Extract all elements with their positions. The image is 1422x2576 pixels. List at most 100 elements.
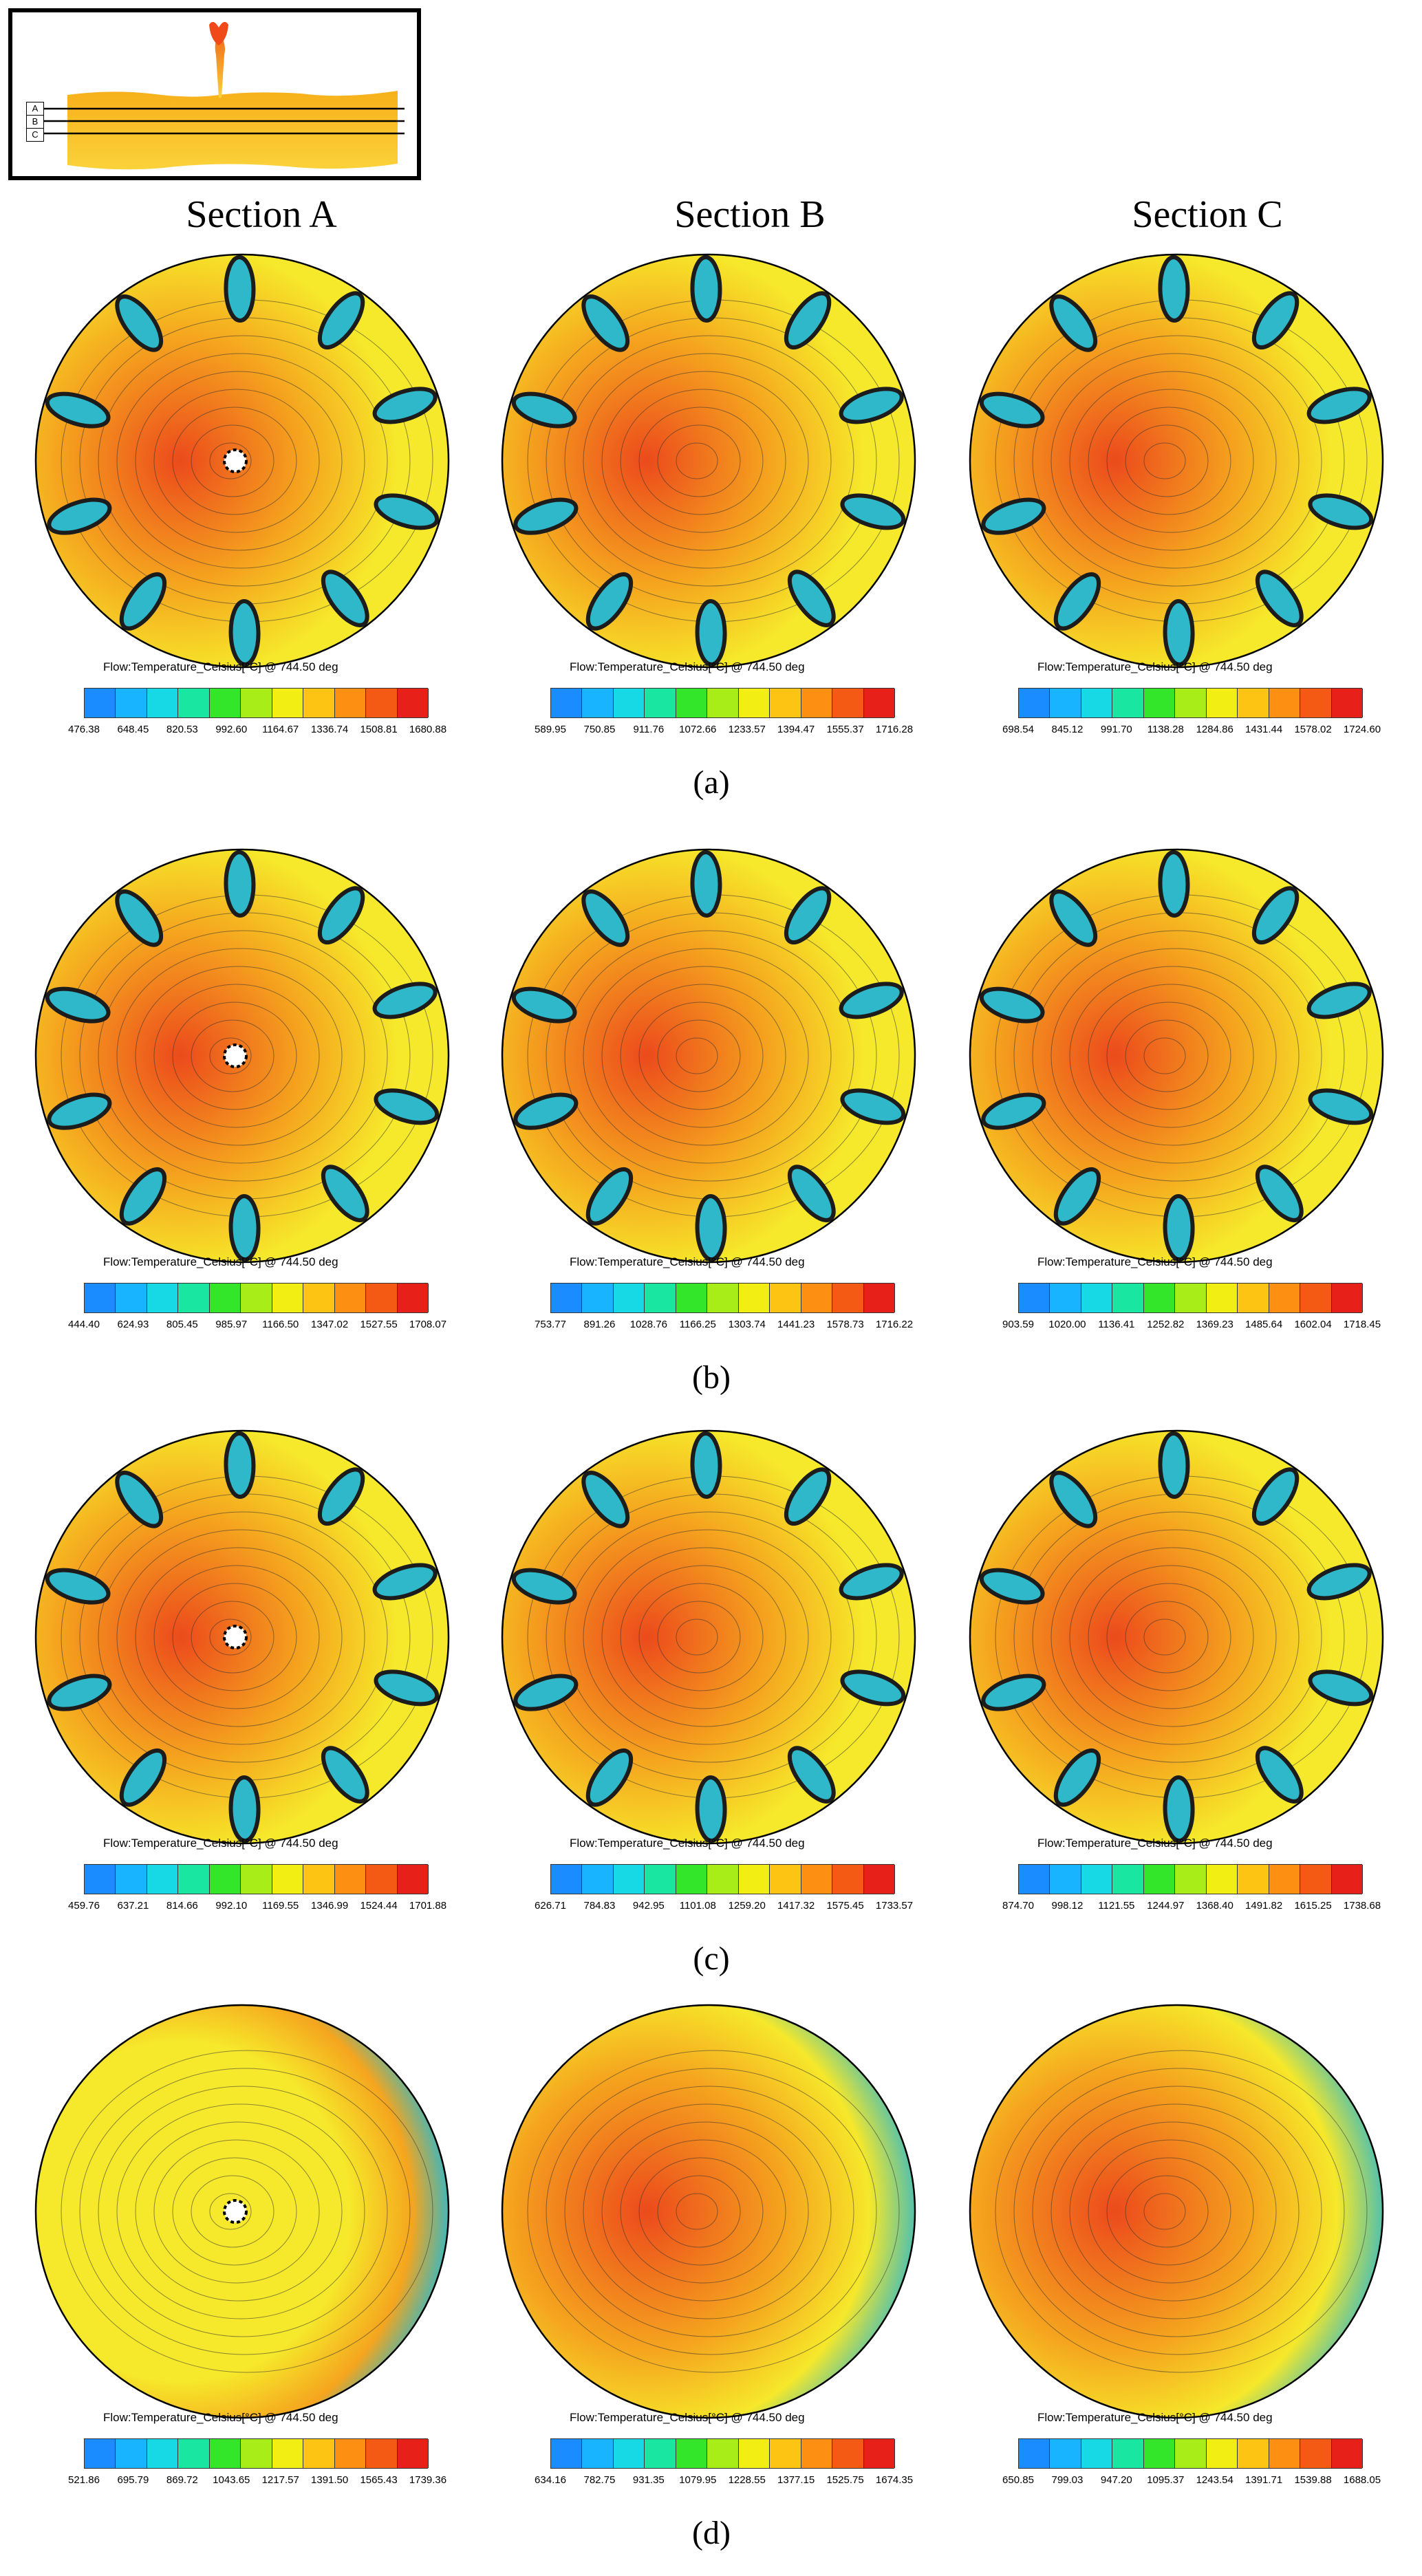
colorbar-tick-label: 1377.15 (777, 2474, 815, 2486)
cold-jet (513, 497, 579, 535)
contour-line (1143, 1037, 1186, 1074)
electrode-marker (223, 1043, 248, 1068)
colorbar-segment (1175, 689, 1207, 717)
colorbar (550, 2438, 895, 2469)
contour-line (676, 1037, 718, 1074)
colorbar-segment (397, 2439, 429, 2468)
colorbar-tick-label: 820.53 (166, 724, 198, 735)
contour-line (1125, 424, 1209, 497)
temperature-contour-plot (969, 1429, 1384, 1845)
colorbar-segment (397, 689, 429, 717)
flow-label: Flow:Temperature_Celsius[°C] @ 744.50 de… (103, 2411, 338, 2424)
colorbar (84, 1864, 429, 1894)
disk-outline (34, 2004, 450, 2419)
contour-line (583, 948, 832, 1164)
colorbar-segment (1300, 1865, 1332, 1894)
contour-line (1051, 1529, 1300, 1745)
cold-jet (981, 1674, 1046, 1711)
contour-line (1032, 1511, 1322, 1763)
cold-jet (374, 1088, 440, 1125)
colorbar-tick-label: 1724.60 (1343, 724, 1381, 735)
colorbar-segment (366, 689, 398, 717)
contour-line (583, 1529, 832, 1745)
colorbar-tick-label: 1347.02 (311, 1319, 349, 1330)
colorbar-segment (366, 2439, 398, 2468)
colorbar-segment (1331, 689, 1363, 717)
contour-line (1013, 2068, 1345, 2355)
colorbar-segment (1175, 2439, 1207, 2468)
colorbar-tick-label: 799.03 (1051, 2474, 1084, 2486)
colorbar-segment (1081, 689, 1113, 717)
colorbar-tick-label: 1716.22 (875, 1319, 914, 1330)
electrode-marker (223, 2199, 248, 2224)
colorbar-tick-label: 1508.81 (360, 724, 398, 735)
disk-outline (501, 253, 916, 669)
flow-label: Flow:Temperature_Celsius[°C] @ 744.50 de… (103, 1837, 338, 1850)
contour-line (1051, 948, 1300, 1164)
cold-jet (1049, 294, 1098, 352)
colorbar-tick-label: 750.85 (583, 724, 616, 735)
contour-line (620, 984, 786, 1128)
colorbar-tick-label: 1233.57 (728, 724, 766, 735)
colorbar-tick-label: 1391.50 (311, 2474, 349, 2486)
contour-line (1143, 442, 1186, 479)
flow-label: Flow:Temperature_Celsius[°C] @ 744.50 de… (103, 1255, 338, 1268)
flame-tip (209, 21, 228, 45)
colorbar-segment (801, 2439, 833, 2468)
colorbar-segment (85, 689, 116, 717)
contour-line (527, 2050, 900, 2373)
contour-line (172, 1002, 297, 1110)
cold-jet (47, 1674, 112, 1711)
colorbar-tick-label: 1346.99 (311, 1900, 349, 1912)
cold-jet (511, 1568, 577, 1605)
colorbar-tick-label: 1244.97 (1147, 1900, 1185, 1912)
colorbar (1018, 1864, 1363, 1894)
cold-jet (695, 1775, 727, 1843)
colorbar-segment (738, 1865, 771, 1894)
contour-line (116, 1529, 365, 1745)
cold-jet (115, 1471, 164, 1528)
contour-line (657, 1019, 741, 1092)
colorbar-tick-label: 1028.76 (629, 1319, 667, 1330)
contour-line (601, 371, 809, 551)
contour-line (191, 1601, 274, 1674)
disk-outline (501, 2004, 916, 2419)
cold-jet (1163, 598, 1195, 667)
colorbar-tick-label: 650.85 (1002, 2474, 1034, 2486)
cold-jet (839, 1563, 904, 1601)
colorbar-segment (366, 1865, 398, 1894)
cold-jet (839, 982, 904, 1019)
colorbar-tick-label: 1739.36 (409, 2474, 447, 2486)
colorbar-segment (1081, 1865, 1113, 1894)
colorbar-segment (209, 1865, 241, 1894)
contour-line (1032, 335, 1322, 587)
contour-line (638, 1002, 764, 1110)
contour-line (153, 2139, 320, 2284)
row-label: (d) (692, 2515, 731, 2551)
contour-line (620, 1565, 786, 1709)
contour-line (135, 1547, 343, 1727)
colorbar-tick-label: 624.93 (117, 1319, 149, 1330)
colorbar-tick-label: 1431.44 (1245, 724, 1283, 735)
inset-schematic: A B C (8, 8, 421, 180)
contour-line (135, 2121, 343, 2302)
cold-jet (119, 1748, 167, 1807)
colorbar-segment (863, 1865, 895, 1894)
contour-line (1125, 2175, 1209, 2248)
colorbar-segment (272, 2439, 304, 2468)
cold-jet (317, 291, 365, 350)
colorbar-segment (1019, 2439, 1051, 2468)
colorbar-segment (1019, 689, 1051, 717)
cold-jet (45, 391, 111, 429)
disk-fill (970, 2005, 1383, 2418)
section-title-a: Section A (186, 193, 337, 236)
cold-jet (787, 1165, 836, 1222)
cold-jet (1308, 493, 1374, 530)
colorbar-segment (863, 689, 895, 717)
electrode-marker (223, 448, 248, 473)
colorbar-segment (1300, 1284, 1332, 1312)
colorbar-segment (551, 1284, 583, 1312)
contour-line (601, 966, 809, 1146)
colorbar-segment (613, 1284, 645, 1312)
colorbar-segment (801, 1284, 833, 1312)
